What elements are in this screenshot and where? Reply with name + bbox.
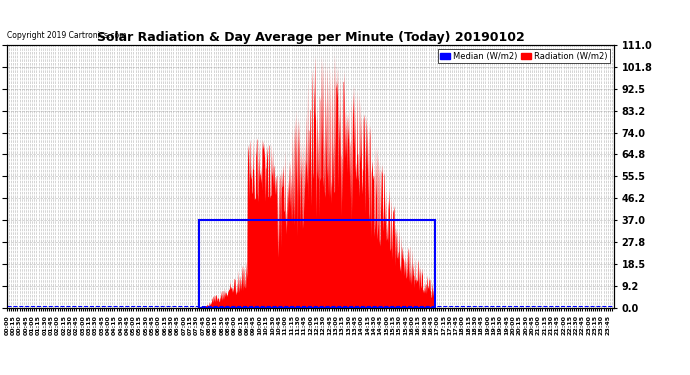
Bar <box>199 220 435 308</box>
Text: Copyright 2019 Cartronics.com: Copyright 2019 Cartronics.com <box>7 31 126 40</box>
Legend: Median (W/m2), Radiation (W/m2): Median (W/m2), Radiation (W/m2) <box>438 49 610 63</box>
Title: Solar Radiation & Day Average per Minute (Today) 20190102: Solar Radiation & Day Average per Minute… <box>97 31 524 44</box>
